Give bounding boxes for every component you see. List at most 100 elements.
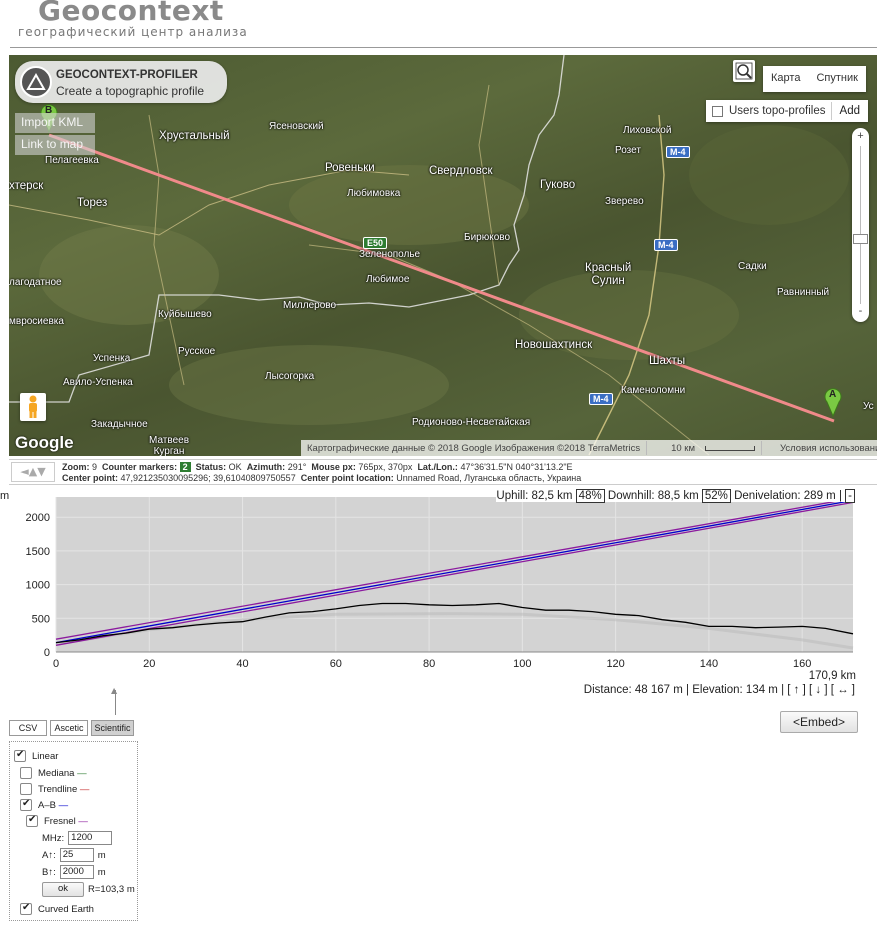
- scientific-options-panel: Linear Mediana — Trendline — A–B — Fresn…: [9, 741, 138, 921]
- embed-button[interactable]: <Embed>: [780, 711, 858, 733]
- mhz-label: MHz:: [42, 832, 65, 844]
- place-label: Пелагеевка: [45, 155, 99, 166]
- profiler-logo-icon: [20, 66, 52, 98]
- tab-scientific[interactable]: Scientific: [91, 720, 134, 736]
- x-tick-label: 60: [330, 658, 342, 670]
- linear-checkbox[interactable]: [14, 749, 26, 762]
- trendline-color-dash: —: [79, 783, 90, 795]
- x-tick-label: 160: [793, 658, 811, 670]
- option-mediana[interactable]: Mediana —: [20, 767, 87, 779]
- map-pin-icon: [824, 388, 842, 418]
- uphill-percent: 48%: [575, 489, 605, 503]
- add-profile-button[interactable]: Add: [830, 102, 868, 120]
- option-ab[interactable]: A–B —: [20, 798, 69, 811]
- profile-series-line: [55, 501, 854, 646]
- marker-a[interactable]: A: [823, 387, 843, 418]
- zoom-out-button[interactable]: -: [858, 305, 863, 317]
- x-tick-label: 140: [700, 658, 718, 670]
- place-label: Авило-Успенка: [63, 377, 133, 388]
- center-location-value: Unnamed Road, Луганська область, Украина: [396, 473, 582, 483]
- zoom-area-button[interactable]: [733, 60, 755, 82]
- map-type-map-button[interactable]: Карта: [771, 72, 801, 84]
- profiler-panel[interactable]: GEOCONTEXT-PROFILER Create a topographic…: [15, 61, 227, 103]
- map-type-satellite-button[interactable]: Спутник: [816, 72, 858, 84]
- place-label: лагодатное: [9, 277, 62, 288]
- place-label: Гуково: [540, 179, 576, 191]
- trendline-checkbox[interactable]: [20, 783, 32, 795]
- marker-b-label: B: [45, 105, 53, 116]
- road-badge-m4: M-4: [666, 146, 690, 158]
- trendline-label: Trendline: [38, 783, 78, 795]
- curved-earth-label: Curved Earth: [38, 903, 94, 915]
- option-b-height: B↑: 2000 m: [42, 865, 106, 879]
- fresnel-checkbox[interactable]: [26, 814, 38, 827]
- a-height-unit: m: [97, 849, 106, 861]
- marker-a-label: A: [829, 389, 837, 400]
- a-height-input[interactable]: 25: [59, 848, 94, 862]
- place-label: Лиховской: [623, 125, 672, 136]
- ok-button[interactable]: ok: [42, 882, 84, 897]
- users-topo-profiles-checkbox[interactable]: [712, 105, 723, 117]
- place-label: Каменоломни: [621, 385, 686, 396]
- google-logo: Google: [15, 433, 74, 452]
- mouse-label: Mouse px:: [311, 462, 356, 472]
- tab-csv[interactable]: CSV: [9, 720, 47, 736]
- elevation-profile-chart[interactable]: 0 500 1000 1500 2000 0 20 40 60 80 100 120 140 160 m 17…: [0, 485, 877, 700]
- tab-ascetic[interactable]: Ascetic: [50, 720, 88, 736]
- b-height-input[interactable]: 2000: [59, 865, 94, 879]
- collapse-stats-button[interactable]: -: [845, 489, 855, 503]
- center-label: Center point:: [62, 473, 118, 483]
- x-tick-label: 20: [143, 658, 155, 670]
- option-linear[interactable]: Linear: [14, 749, 59, 762]
- y-axis-unit: m: [0, 490, 9, 502]
- users-topo-profiles-control: Users topo-profiles Add: [706, 100, 868, 122]
- y-tick-label: 1500: [26, 546, 50, 558]
- fresnel-color-dash: —: [78, 815, 88, 827]
- x-tick-label: 120: [606, 658, 624, 670]
- option-trendline[interactable]: Trendline —: [20, 783, 89, 795]
- place-label: Хрустальный: [159, 130, 230, 142]
- option-ok-row: ok R=103,3 m: [42, 882, 135, 897]
- curved-earth-checkbox[interactable]: [20, 902, 32, 915]
- street-view-button[interactable]: [20, 393, 46, 421]
- place-label: Красный Сулин: [585, 262, 632, 287]
- place-label: Закадычное: [91, 419, 148, 430]
- status-line-1: Zoom: 9 Counter markers: 2 Status: OK Az…: [62, 462, 573, 472]
- zoom-track: [860, 146, 861, 304]
- satellite-map[interactable]: Хрустальный Ясеновский Лиховской Пелагее…: [9, 55, 877, 456]
- import-kml-button[interactable]: Import KML: [15, 113, 95, 133]
- place-label: Свердловск: [429, 165, 493, 177]
- profile-nav-arrows[interactable]: ◄▲▼: [11, 462, 55, 482]
- place-label: Садки: [738, 261, 767, 272]
- option-curved-earth[interactable]: Curved Earth: [20, 902, 94, 915]
- mhz-input[interactable]: 1200: [68, 831, 113, 845]
- place-label: Успенка: [93, 353, 131, 364]
- b-height-label: B↑:: [42, 866, 56, 878]
- place-label: Бирюково: [464, 232, 511, 243]
- zoom-label: Zoom:: [62, 462, 90, 472]
- latlon-label: Lat./Lon.:: [417, 462, 458, 472]
- link-to-map-button[interactable]: Link to map: [15, 135, 95, 155]
- x-axis-end-label: 170,9 km: [809, 670, 856, 682]
- zoom-thumb[interactable]: [853, 234, 868, 244]
- road-badge-m4: M-4: [589, 393, 613, 405]
- site-logo[interactable]: Geocontext: [38, 0, 224, 27]
- place-label: Розет: [615, 145, 641, 156]
- b-height-unit: m: [97, 866, 106, 878]
- counter-label: Counter markers:: [102, 462, 178, 472]
- users-topo-profiles-label: Users topo-profiles: [729, 105, 826, 117]
- zoom-slider[interactable]: + -: [852, 128, 869, 322]
- map-attribution: Картографические данные © 2018 Google Из…: [301, 440, 877, 456]
- place-label: Шахты: [649, 355, 686, 367]
- place-label: Ровеньки: [325, 162, 375, 174]
- terms-link[interactable]: Условия использования: [779, 442, 877, 454]
- option-fresnel[interactable]: Fresnel —: [26, 814, 88, 827]
- linear-label: Linear: [32, 750, 59, 762]
- profile-stats-top: Uphill: 82,5 km 48% Downhill: 88,5 km 52…: [496, 489, 855, 503]
- mediana-checkbox[interactable]: [20, 767, 32, 779]
- zoom-in-button[interactable]: +: [857, 130, 864, 142]
- ab-color-dash: —: [58, 799, 69, 811]
- attribution-text: Картографические данные © 2018 Google Из…: [307, 442, 641, 454]
- pointer-arrow-icon: ▲: [111, 686, 117, 695]
- ab-checkbox[interactable]: [20, 798, 32, 811]
